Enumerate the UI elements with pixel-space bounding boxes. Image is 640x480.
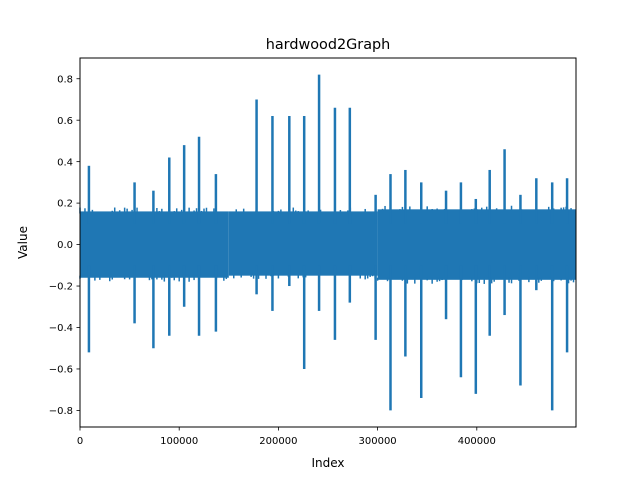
x-tick-label: 100000 (160, 436, 198, 447)
x-tick-label: 200000 (259, 436, 297, 447)
x-tick-label: 0 (77, 436, 83, 447)
y-tick-label: 0.6 (57, 116, 73, 127)
x-axis-label: Index (311, 456, 344, 470)
x-tick-label: 300000 (359, 436, 397, 447)
y-axis-ticks: −0.8 −0.6 −0.4 −0.2 0.0 0.2 0.4 0.6 0.8 (49, 74, 80, 417)
y-tick-label: 0.0 (57, 240, 73, 251)
y-tick-label: 0.2 (57, 199, 73, 210)
y-tick-label: −0.8 (49, 406, 73, 417)
y-tick-label: 0.4 (57, 157, 73, 168)
plot-frame (79, 57, 577, 428)
chart-title: hardwood2Graph (266, 37, 391, 53)
y-tick-label: −0.2 (49, 282, 73, 293)
y-tick-label: 0.8 (57, 74, 73, 85)
series-layer (79, 74, 576, 411)
x-tick-label: 400000 (458, 436, 496, 447)
x-axis-ticks: 0 100000 200000 300000 400000 (77, 427, 496, 447)
y-tick-label: −0.4 (49, 323, 73, 334)
y-axis-label: Value (16, 226, 30, 259)
y-tick-label: −0.6 (49, 365, 73, 376)
